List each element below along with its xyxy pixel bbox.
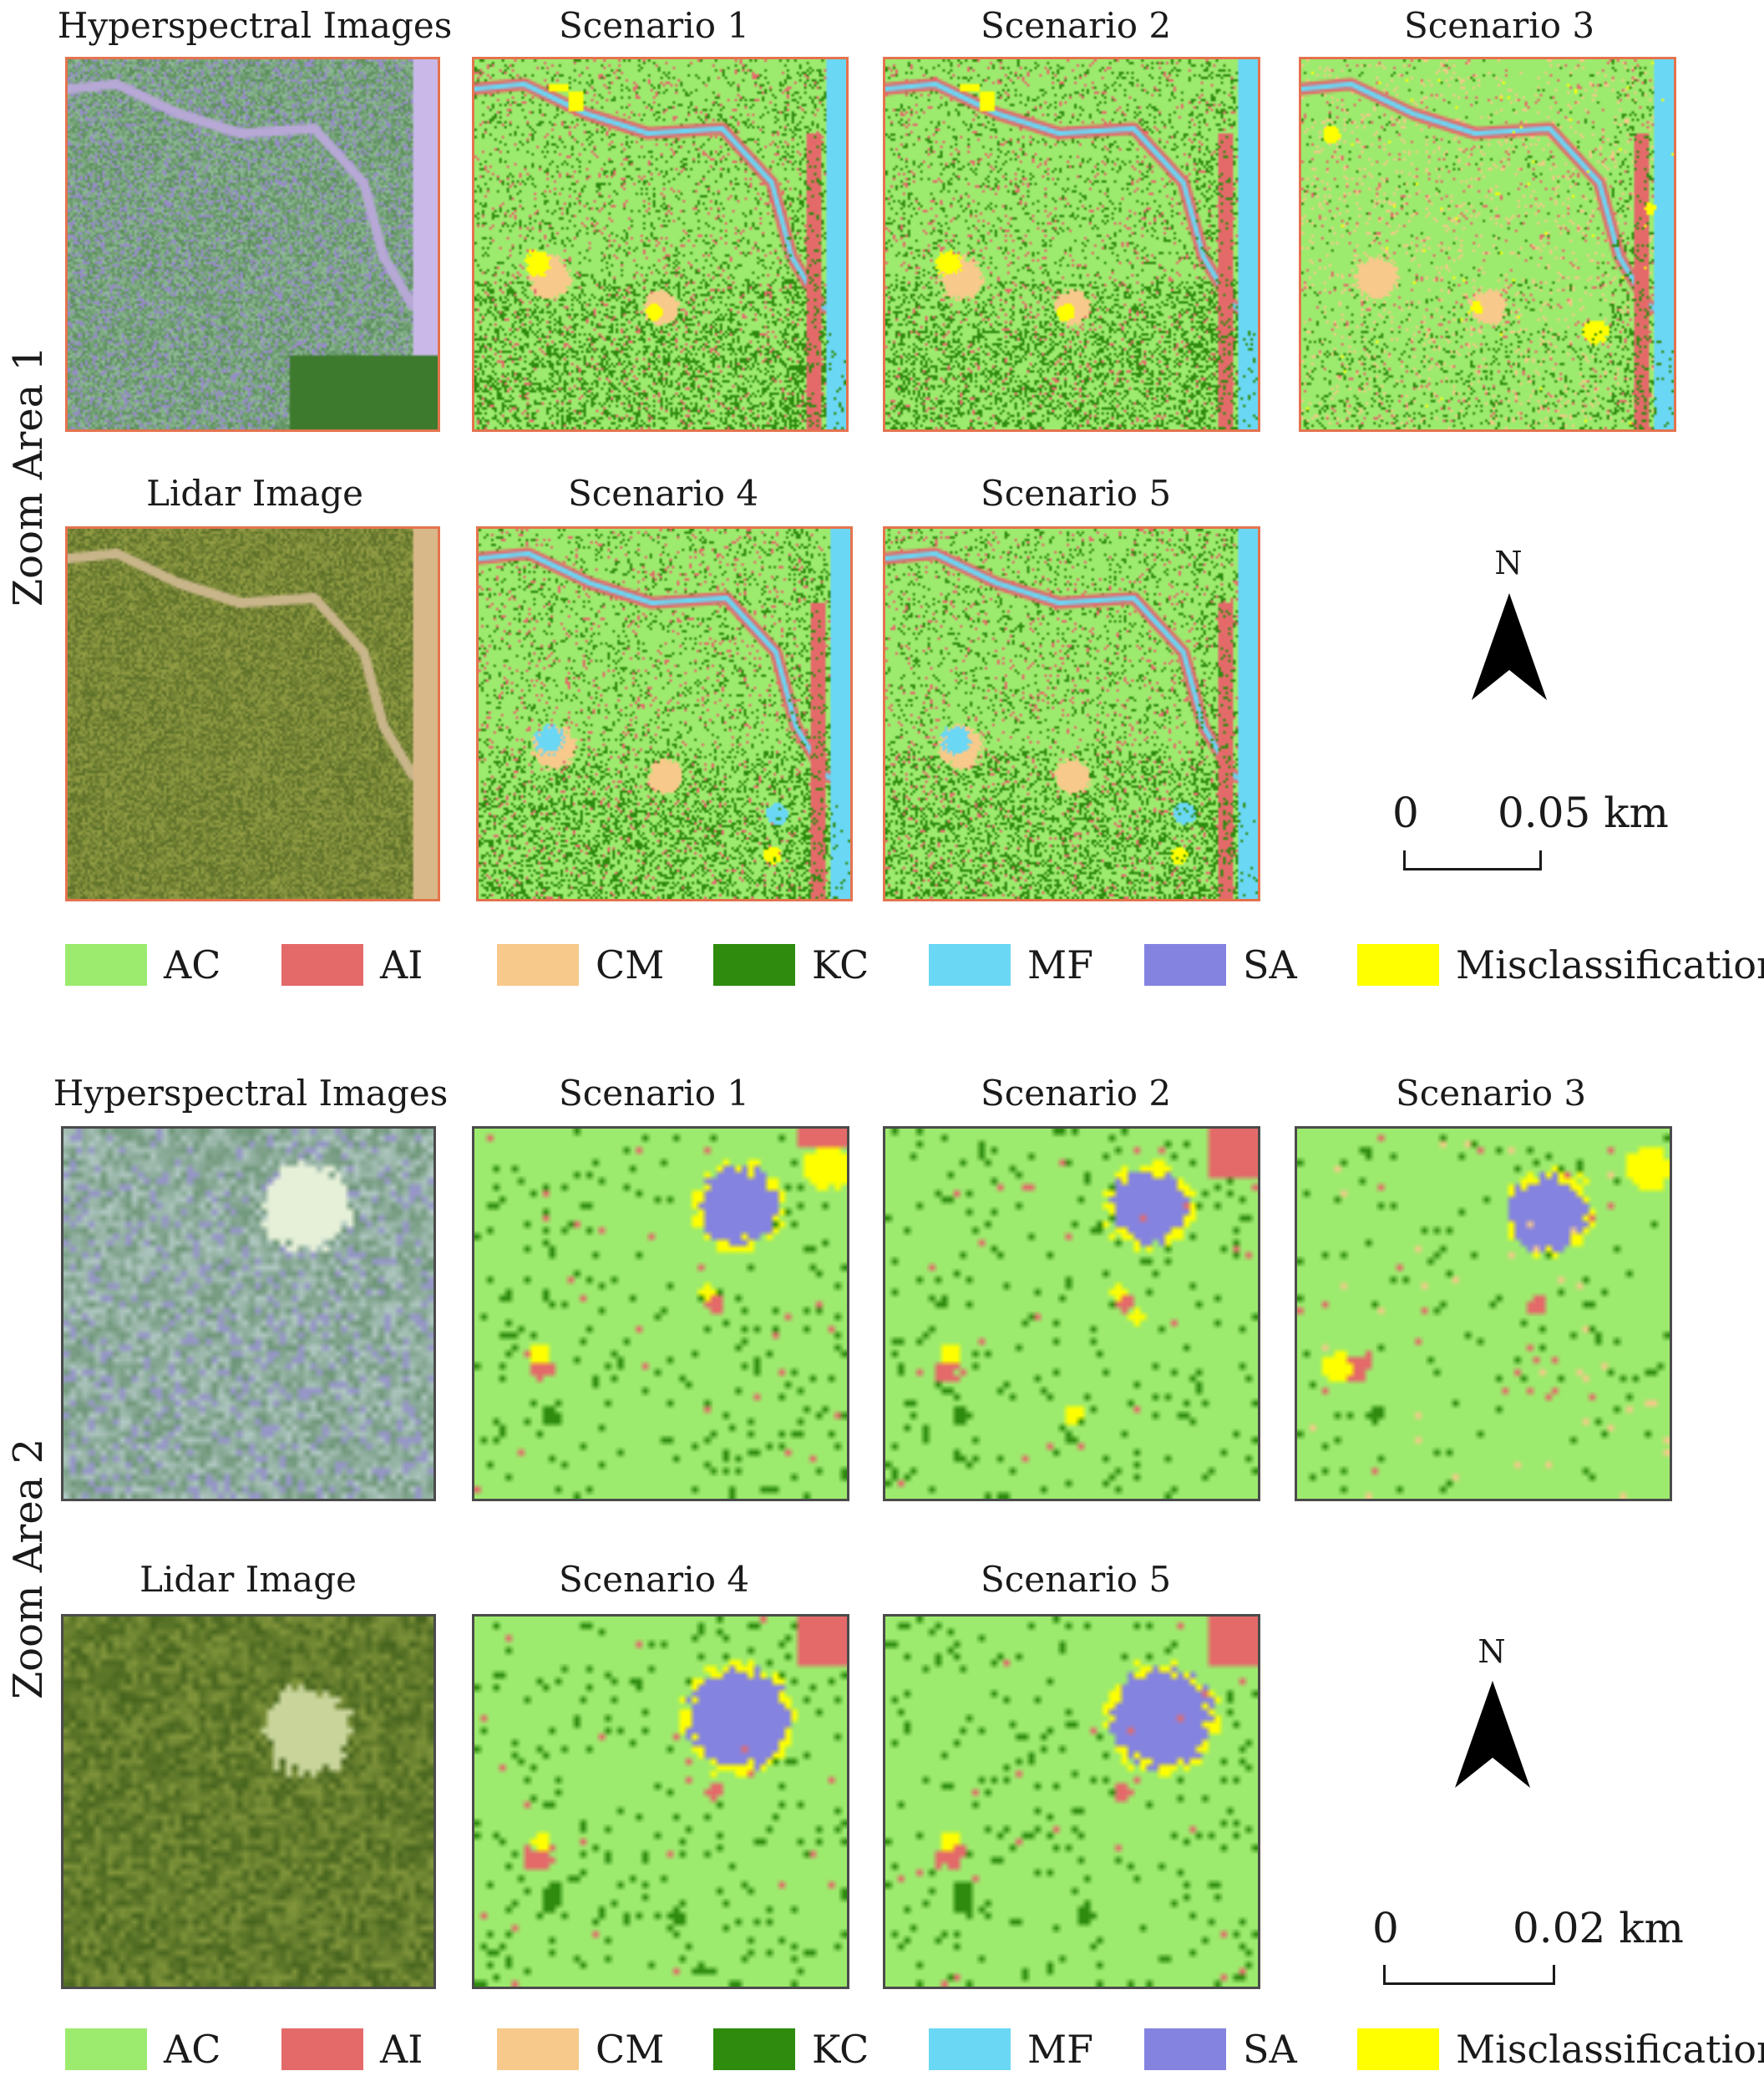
za2-scenario-4-raster bbox=[474, 1617, 847, 1987]
legend-label: SA bbox=[1243, 2027, 1297, 2072]
za1-scenario-1-raster bbox=[474, 59, 846, 429]
za2-hyperspectral-raster bbox=[63, 1129, 433, 1499]
legend-item: KC bbox=[713, 944, 869, 986]
legend-swatch bbox=[713, 944, 795, 986]
za1-north-arrow-icon bbox=[1472, 593, 1547, 700]
zoom-area-1-label: Zoom Area 1 bbox=[5, 345, 52, 607]
legend-swatch bbox=[929, 944, 1011, 986]
legend-item: AC bbox=[65, 944, 220, 986]
za1-scenario-2-map bbox=[883, 57, 1260, 432]
za1-scale-start: 0 bbox=[1392, 789, 1419, 837]
za2-scenario-3-map bbox=[1295, 1126, 1672, 1501]
za2-scale-bar bbox=[1383, 1965, 1555, 1985]
za1-scenario-5-map bbox=[883, 526, 1260, 901]
za2-hyperspectral-image bbox=[61, 1126, 436, 1501]
legend-label: Misclassification bbox=[1456, 942, 1764, 987]
legend-label: KC bbox=[812, 942, 869, 987]
za1-title-scenario-4: Scenario 4 bbox=[567, 473, 759, 514]
legend-item: KC bbox=[713, 2028, 869, 2070]
legend-item: Misclassification bbox=[1357, 2028, 1764, 2070]
za1-title-scenario-3: Scenario 3 bbox=[1403, 5, 1595, 46]
za2-title-scenario-4: Scenario 4 bbox=[558, 1559, 750, 1600]
legend-item: SA bbox=[1144, 2028, 1297, 2070]
legend-item: AC bbox=[65, 2028, 220, 2070]
legend-item: CM bbox=[497, 2028, 664, 2070]
legend-swatch bbox=[1357, 944, 1439, 986]
legend-swatch bbox=[281, 2028, 363, 2070]
za2-lidar-raster bbox=[63, 1617, 433, 1987]
za2-scenario-4-map bbox=[472, 1614, 849, 1989]
za2-lidar-image bbox=[61, 1614, 436, 1989]
legend-swatch bbox=[65, 2028, 147, 2070]
legend-item: AI bbox=[281, 2028, 423, 2070]
legend-label: MF bbox=[1027, 2027, 1094, 2072]
za1-scenario-4-map bbox=[476, 526, 853, 901]
za1-title-scenario-2: Scenario 2 bbox=[980, 5, 1172, 46]
za1-scenario-4-raster bbox=[479, 529, 850, 899]
za2-title-scenario-3: Scenario 3 bbox=[1395, 1073, 1587, 1114]
za1-lidar-image bbox=[65, 526, 440, 901]
legend-swatch bbox=[65, 944, 147, 986]
za1-scale-end: 0.05 km bbox=[1498, 789, 1669, 837]
legend-item: SA bbox=[1144, 944, 1297, 986]
zoom-area-2-label: Zoom Area 2 bbox=[5, 1438, 52, 1700]
za2-title-scenario-1: Scenario 1 bbox=[558, 1073, 750, 1114]
legend-swatch bbox=[281, 944, 363, 986]
za2-title-hyperspectral: Hyperspectral Images bbox=[53, 1073, 449, 1114]
legend-label: KC bbox=[812, 2027, 869, 2072]
za1-lidar-raster bbox=[68, 529, 438, 899]
legend-swatch bbox=[1144, 2028, 1226, 2070]
za2-title-scenario-2: Scenario 2 bbox=[980, 1073, 1172, 1114]
za1-title-lidar: Lidar Image bbox=[146, 473, 363, 514]
za1-scenario-5-raster bbox=[885, 529, 1258, 899]
za1-hyperspectral-image bbox=[65, 57, 440, 432]
za2-scenario-5-map bbox=[883, 1614, 1260, 1989]
za2-scale-start: 0 bbox=[1372, 1904, 1399, 1952]
legend-swatch bbox=[497, 944, 579, 986]
legend-label: CM bbox=[596, 942, 665, 987]
legend-label: Misclassification bbox=[1456, 2027, 1764, 2072]
za1-title-scenario-1: Scenario 1 bbox=[558, 5, 750, 46]
za2-scale-end: 0.02 km bbox=[1513, 1904, 1684, 1952]
za1-scenario-3-map bbox=[1299, 57, 1676, 432]
legend-swatch bbox=[497, 2028, 579, 2070]
legend-label: SA bbox=[1243, 942, 1297, 987]
legend-label: MF bbox=[1027, 942, 1094, 987]
legend-label: AI bbox=[380, 2027, 423, 2072]
legend-item: CM bbox=[497, 944, 664, 986]
legend-item: MF bbox=[929, 2028, 1093, 2070]
za1-hyperspectral-raster bbox=[68, 59, 438, 429]
legend-swatch bbox=[929, 2028, 1011, 2070]
za2-scenario-1-raster bbox=[474, 1129, 847, 1499]
za2-scenario-3-raster bbox=[1297, 1129, 1670, 1499]
za1-title-hyperspectral: Hyperspectral Images bbox=[57, 5, 453, 46]
za2-north-arrow-icon bbox=[1455, 1681, 1530, 1788]
za2-scenario-5-raster bbox=[885, 1617, 1258, 1987]
za1-scenario-1-map bbox=[472, 57, 849, 432]
za1-title-scenario-5: Scenario 5 bbox=[980, 473, 1172, 514]
za1-scenario-2-raster bbox=[885, 59, 1258, 429]
za2-scenario-2-map bbox=[883, 1126, 1260, 1501]
legend-swatch bbox=[1357, 2028, 1439, 2070]
za1-north-label: N bbox=[1494, 545, 1523, 581]
za2-scenario-1-map bbox=[472, 1126, 849, 1501]
za2-north-label: N bbox=[1478, 1633, 1506, 1670]
legend-item: Misclassification bbox=[1357, 944, 1764, 986]
legend-swatch bbox=[713, 2028, 795, 2070]
legend-label: CM bbox=[596, 2027, 665, 2072]
legend-label: AC bbox=[164, 2027, 221, 2072]
legend-item: MF bbox=[929, 944, 1093, 986]
legend-item: AI bbox=[281, 944, 423, 986]
za1-scenario-3-raster bbox=[1301, 59, 1674, 429]
za2-title-scenario-5: Scenario 5 bbox=[980, 1559, 1172, 1600]
legend-swatch bbox=[1144, 944, 1226, 986]
legend-label: AC bbox=[164, 942, 221, 987]
legend-label: AI bbox=[380, 942, 423, 987]
za1-scale-bar bbox=[1403, 850, 1542, 870]
za2-scenario-2-raster bbox=[885, 1129, 1258, 1499]
za2-title-lidar: Lidar Image bbox=[139, 1559, 357, 1600]
